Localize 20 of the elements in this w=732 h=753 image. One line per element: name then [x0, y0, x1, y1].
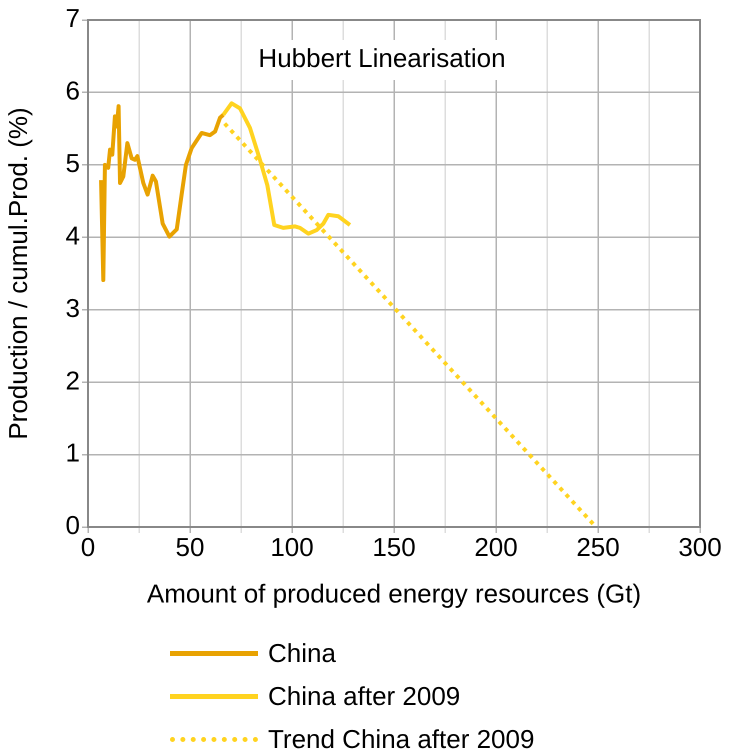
x-tick-label: 100	[270, 532, 314, 562]
x-axis-title: Amount of produced energy resources (Gt)	[146, 578, 642, 609]
y-tick-label: 1	[66, 438, 80, 468]
y-tick-label: 5	[66, 148, 80, 178]
x-tick-label: 250	[576, 532, 620, 562]
x-tick-label: 200	[474, 532, 518, 562]
y-tick-label: 3	[66, 292, 80, 323]
legend-label: China	[268, 638, 336, 669]
x-tick-label: 50	[176, 532, 204, 562]
text: Hubbert Linearisation	[258, 43, 506, 74]
y-tick-label: 2	[66, 365, 80, 396]
y-tick-label: 7	[66, 3, 80, 34]
y-axis-title: Production / cumul.Prod. (%)	[2, 107, 33, 440]
legend-label: China after 2009	[268, 681, 460, 712]
x-tick-label: 150	[372, 532, 416, 562]
y-tick-label: 4	[66, 220, 80, 250]
x-tick-label: 300	[678, 532, 722, 562]
legend-label: Trend China after 2009	[268, 724, 534, 753]
y-tick-label: 0	[66, 510, 80, 540]
y-tick-label: 6	[66, 76, 80, 106]
